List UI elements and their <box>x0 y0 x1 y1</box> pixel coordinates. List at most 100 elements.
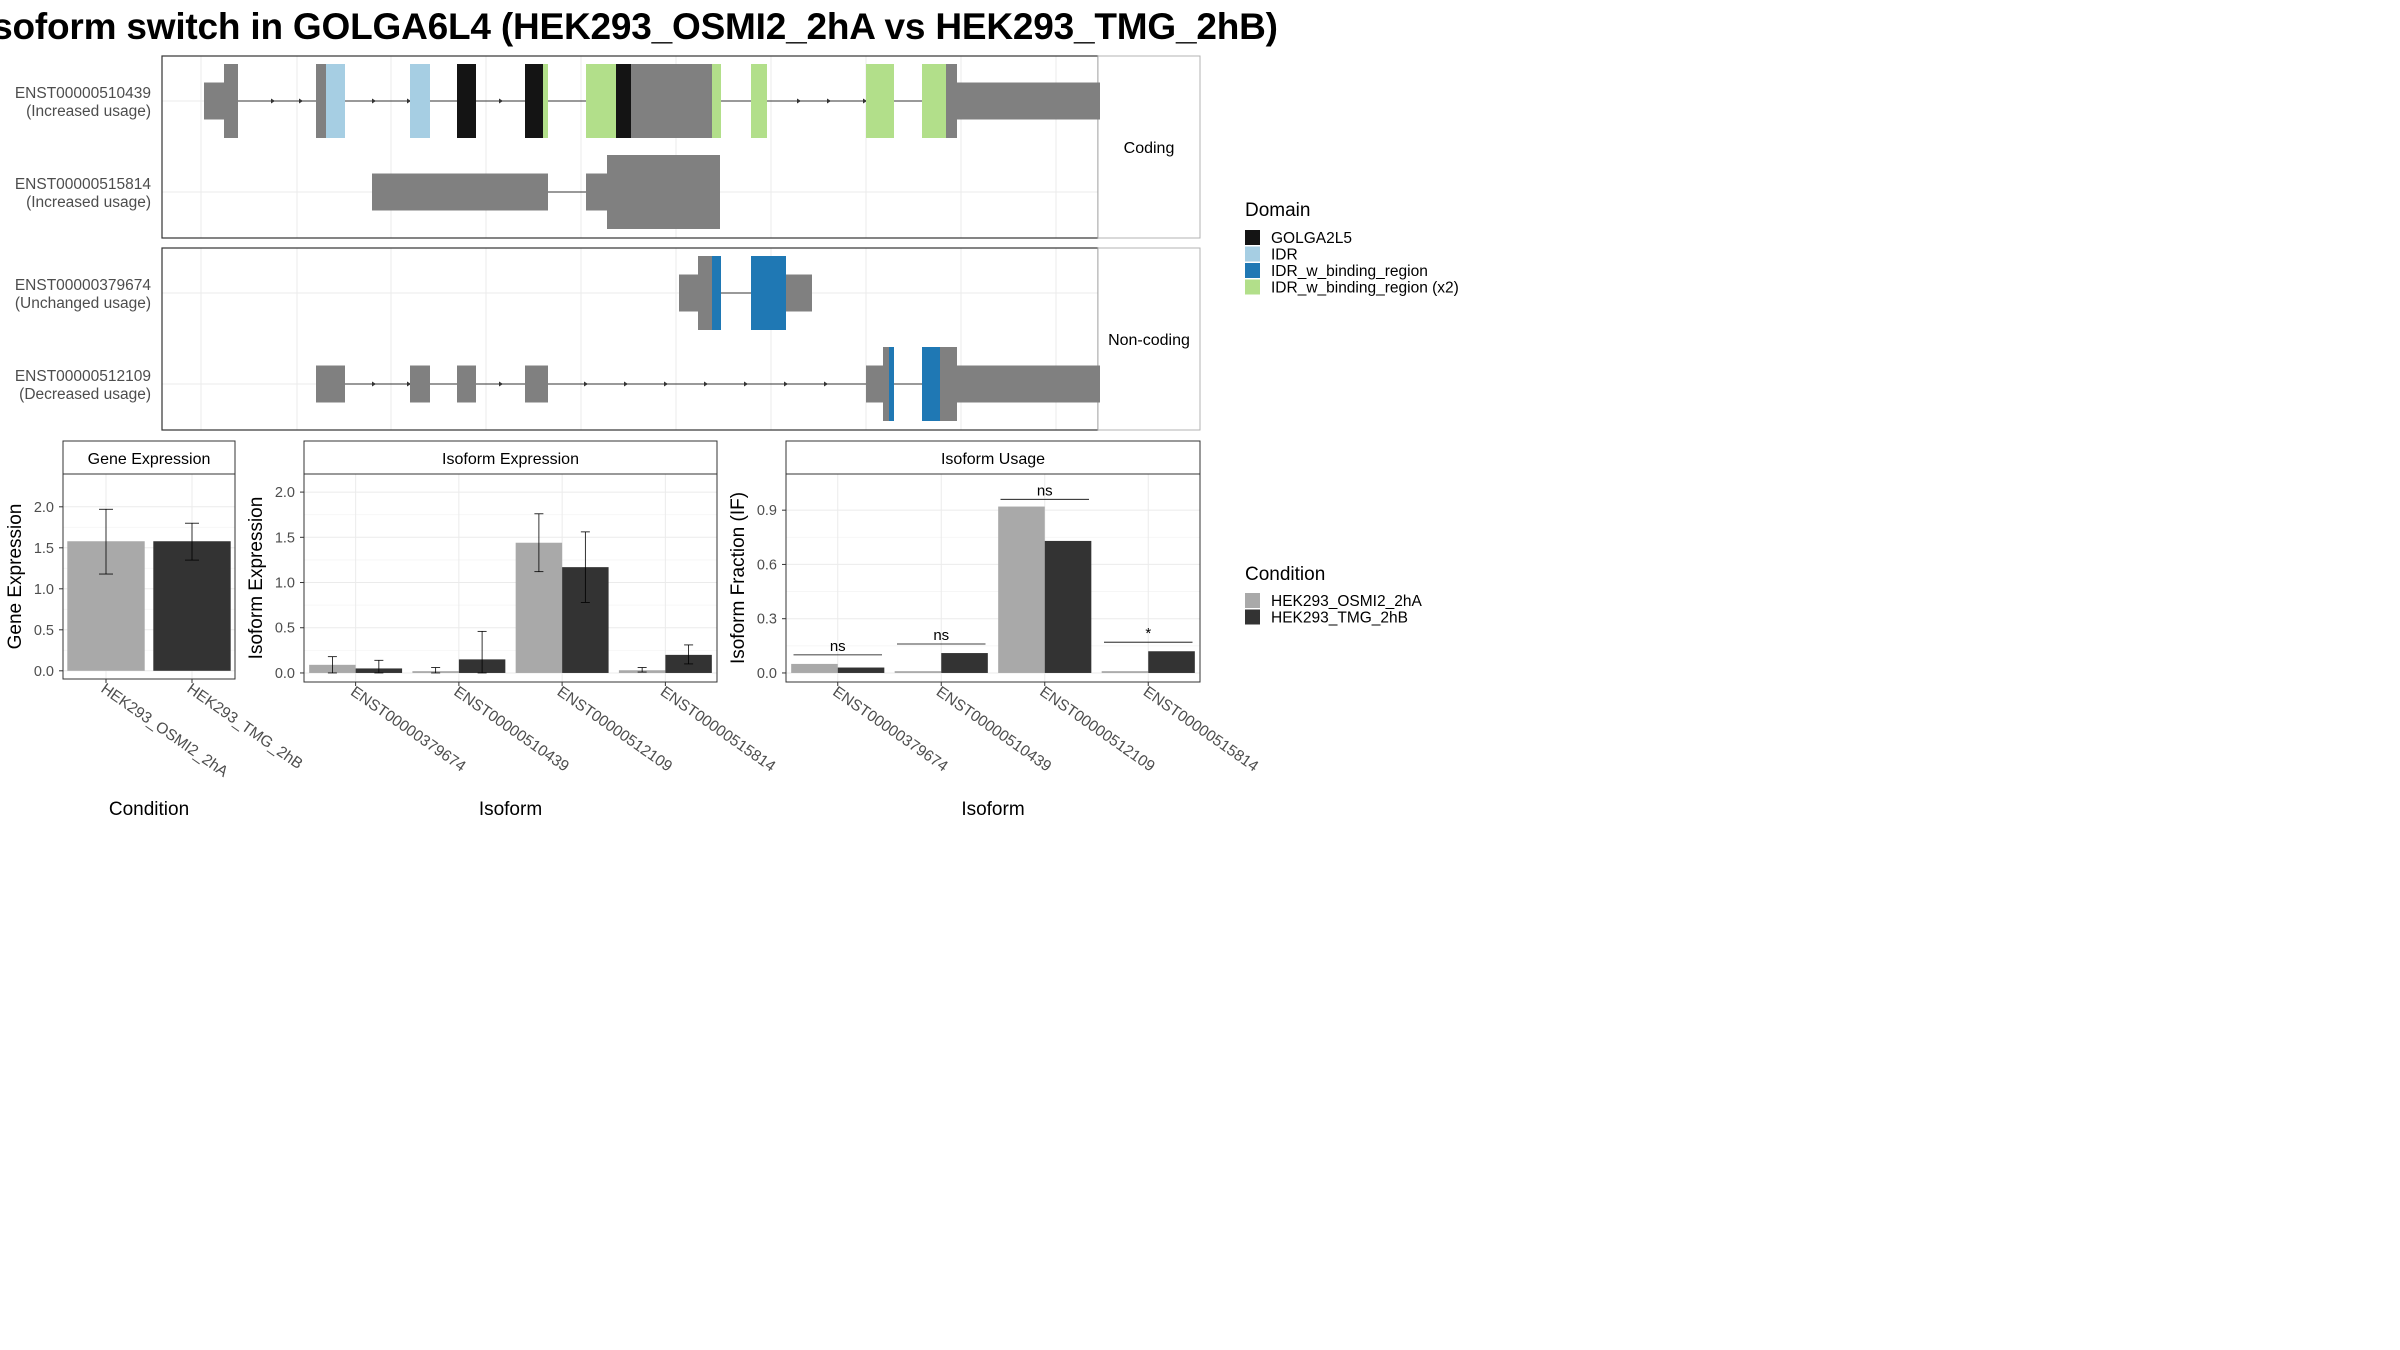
condition-legend-label: HEK293_TMG_2hB <box>1271 610 1408 627</box>
x-axis-title: Isoform <box>479 799 542 820</box>
significance-label: ns <box>1037 482 1053 499</box>
bar <box>791 663 838 673</box>
exon <box>940 347 957 421</box>
direction-arrow <box>372 98 376 104</box>
panel-title: Gene Expression <box>88 451 211 468</box>
y-tick-label: 2.0 <box>275 485 295 501</box>
exon <box>679 274 698 312</box>
bar <box>941 653 988 673</box>
significance-label: * <box>1145 625 1151 642</box>
direction-arrow <box>744 381 748 387</box>
exon <box>326 64 345 138</box>
y-tick-label: 0.9 <box>757 503 777 519</box>
exon <box>372 173 548 211</box>
significance-label: ns <box>933 627 949 644</box>
track-label: ENST00000510439 <box>15 85 151 102</box>
direction-arrow <box>863 98 867 104</box>
track-label: ENST00000379674 <box>15 277 152 294</box>
domain-legend-label: IDR <box>1271 247 1298 264</box>
exon <box>866 365 883 403</box>
y-tick-label: 0.5 <box>275 621 295 637</box>
direction-arrow <box>584 381 588 387</box>
track-status: (Unchanged usage) <box>15 295 151 312</box>
exon <box>410 365 430 403</box>
x-tick-label: ENST00000515814 <box>1140 683 1262 775</box>
exon <box>631 64 712 138</box>
significance-label: ns <box>830 638 846 655</box>
panel-title: Isoform Usage <box>941 451 1045 468</box>
y-axis-title: Gene Expression <box>5 504 26 650</box>
y-tick-label: 1.0 <box>275 576 295 592</box>
facet-strip <box>303 440 718 475</box>
panel-background <box>162 248 1098 430</box>
exon <box>525 365 548 403</box>
exon <box>543 64 548 138</box>
facet-strip <box>1097 247 1201 431</box>
direction-arrow <box>407 381 411 387</box>
y-tick-label: 0.0 <box>34 664 54 680</box>
exon <box>922 347 940 421</box>
domain-legend-label: IDR_w_binding_region (x2) <box>1271 280 1459 297</box>
exon <box>751 256 786 330</box>
domain-legend-label: GOLGA2L5 <box>1271 230 1352 247</box>
exon <box>883 347 889 421</box>
y-tick-label: 1.0 <box>34 582 54 598</box>
plot-border <box>62 473 236 680</box>
track-ENST00000515814: ENST00000515814(Increased usage) <box>15 155 720 229</box>
panel-non-coding: Non-coding ENST00000379674(Unchanged usag… <box>15 247 1201 431</box>
direction-arrow <box>499 98 503 104</box>
exon <box>616 64 631 138</box>
exon <box>457 365 476 403</box>
exon <box>866 64 894 138</box>
direction-arrow <box>407 98 411 104</box>
direction-arrow <box>704 381 708 387</box>
exon <box>525 64 543 138</box>
facet-label: Coding <box>1124 140 1175 157</box>
panel-title: Isoform Expression <box>442 451 579 468</box>
y-tick-label: 1.5 <box>275 530 295 546</box>
facet-strip <box>1097 55 1201 239</box>
exon <box>922 64 946 138</box>
track-status: (Increased usage) <box>26 103 151 120</box>
exon <box>957 82 1100 120</box>
direction-arrow <box>784 381 788 387</box>
direction-arrow <box>824 381 828 387</box>
x-tick-label: ENST00000379674 <box>829 683 951 775</box>
bar <box>998 506 1045 673</box>
domain-legend-swatch <box>1245 246 1260 262</box>
track-ENST00000510439: ENST00000510439(Increased usage) <box>15 64 1100 138</box>
y-tick-label: 1.5 <box>34 541 54 557</box>
y-axis-title: Isoform Fraction (IF) <box>728 492 749 664</box>
domain-legend-title: Domain <box>1245 200 1310 221</box>
exon <box>457 64 476 138</box>
exon <box>410 64 430 138</box>
plot-border <box>303 473 718 683</box>
condition-legend-swatch <box>1245 593 1260 608</box>
direction-arrow <box>372 381 376 387</box>
condition-legend-label: HEK293_OSMI2_2hA <box>1271 593 1422 610</box>
exon <box>607 155 720 229</box>
y-axis-title: Isoform Expression <box>246 497 267 660</box>
chart-title: Isoform switch in GOLGA6L4 (HEK293_OSMI2… <box>0 6 1278 47</box>
y-tick-label: 0.5 <box>34 623 54 639</box>
direction-arrow <box>624 381 628 387</box>
domain-legend: Domain GOLGA2L5IDRIDR_w_binding_regionIDR… <box>1245 200 1459 297</box>
exon <box>786 274 812 312</box>
bar <box>894 671 942 673</box>
x-axis-title: Condition <box>109 799 189 820</box>
direction-arrow <box>299 98 303 104</box>
domain-legend-label: IDR_w_binding_region <box>1271 263 1428 280</box>
plot-border <box>785 473 1201 683</box>
bar-panel-isoform-usage: Isoform Usage ns ns ns * 0.0 0.3 0.6 0.9 ENST0000… <box>728 440 1262 820</box>
x-tick-label: ENST00000512109 <box>1036 683 1157 775</box>
exon <box>316 365 345 403</box>
bar-charts: Gene Expression0.00.51.01.52.0HEK293_OSM… <box>5 440 1262 820</box>
domain-legend-swatch <box>1245 230 1260 245</box>
bar-panel-isoform-expression: Isoform Expression 0.0 0.5 1.0 1.5 2.0 ENST000… <box>246 440 779 820</box>
direction-arrow <box>664 381 668 387</box>
track-status: (Increased usage) <box>26 194 151 211</box>
